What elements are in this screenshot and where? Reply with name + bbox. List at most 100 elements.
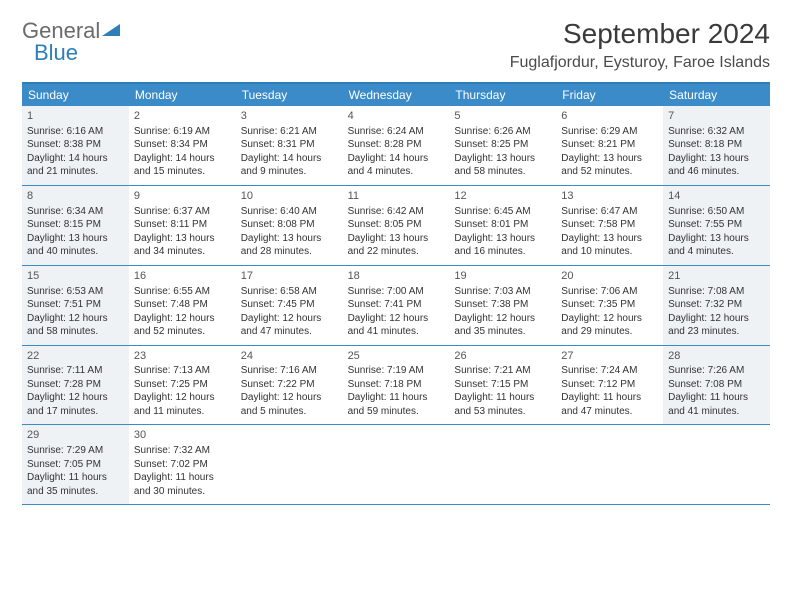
day-cell: 7Sunrise: 6:32 AMSunset: 8:18 PMDaylight… [663, 106, 770, 185]
day-cell: 26Sunrise: 7:21 AMSunset: 7:15 PMDayligh… [449, 346, 556, 425]
sunset-line: Sunset: 8:34 PM [134, 138, 231, 152]
day-number: 26 [454, 349, 551, 364]
day-label: Wednesday [343, 84, 450, 106]
daylight-line: Daylight: 12 hours and 35 minutes. [454, 312, 551, 339]
day-number: 28 [668, 349, 765, 364]
sunset-line: Sunset: 7:32 PM [668, 298, 765, 312]
daylight-line: Daylight: 11 hours and 59 minutes. [348, 391, 445, 418]
daylight-line: Daylight: 13 hours and 4 minutes. [668, 232, 765, 259]
day-cell: 19Sunrise: 7:03 AMSunset: 7:38 PMDayligh… [449, 266, 556, 345]
day-number: 4 [348, 109, 445, 124]
day-number: 18 [348, 269, 445, 284]
sunset-line: Sunset: 8:01 PM [454, 218, 551, 232]
week-row: 8Sunrise: 6:34 AMSunset: 8:15 PMDaylight… [22, 186, 770, 266]
day-cell: 28Sunrise: 7:26 AMSunset: 7:08 PMDayligh… [663, 346, 770, 425]
daylight-line: Daylight: 11 hours and 53 minutes. [454, 391, 551, 418]
day-label: Tuesday [236, 84, 343, 106]
sunrise-line: Sunrise: 7:29 AM [27, 444, 124, 458]
sunrise-line: Sunrise: 7:32 AM [134, 444, 231, 458]
sunset-line: Sunset: 8:25 PM [454, 138, 551, 152]
daylight-line: Daylight: 11 hours and 41 minutes. [668, 391, 765, 418]
sunrise-line: Sunrise: 7:26 AM [668, 364, 765, 378]
sunset-line: Sunset: 7:48 PM [134, 298, 231, 312]
sunrise-line: Sunrise: 6:21 AM [241, 125, 338, 139]
sunset-line: Sunset: 7:08 PM [668, 378, 765, 392]
day-number: 20 [561, 269, 658, 284]
day-label: Friday [556, 84, 663, 106]
daylight-line: Daylight: 13 hours and 40 minutes. [27, 232, 124, 259]
day-cell: 21Sunrise: 7:08 AMSunset: 7:32 PMDayligh… [663, 266, 770, 345]
day-number: 15 [27, 269, 124, 284]
daylight-line: Daylight: 14 hours and 4 minutes. [348, 152, 445, 179]
sunrise-line: Sunrise: 6:34 AM [27, 205, 124, 219]
day-cell: 20Sunrise: 7:06 AMSunset: 7:35 PMDayligh… [556, 266, 663, 345]
sunrise-line: Sunrise: 6:47 AM [561, 205, 658, 219]
day-number: 25 [348, 349, 445, 364]
day-number: 9 [134, 189, 231, 204]
day-number: 7 [668, 109, 765, 124]
daylight-line: Daylight: 12 hours and 29 minutes. [561, 312, 658, 339]
sunset-line: Sunset: 8:38 PM [27, 138, 124, 152]
day-label: Sunday [22, 84, 129, 106]
day-cell: 2Sunrise: 6:19 AMSunset: 8:34 PMDaylight… [129, 106, 236, 185]
day-number: 11 [348, 189, 445, 204]
day-number: 29 [27, 428, 124, 443]
sunset-line: Sunset: 7:51 PM [27, 298, 124, 312]
sunset-line: Sunset: 7:05 PM [27, 458, 124, 472]
day-cell [236, 425, 343, 504]
week-row: 22Sunrise: 7:11 AMSunset: 7:28 PMDayligh… [22, 346, 770, 426]
day-label: Saturday [663, 84, 770, 106]
sunset-line: Sunset: 7:41 PM [348, 298, 445, 312]
day-cell: 30Sunrise: 7:32 AMSunset: 7:02 PMDayligh… [129, 425, 236, 504]
day-cell: 5Sunrise: 6:26 AMSunset: 8:25 PMDaylight… [449, 106, 556, 185]
day-number: 22 [27, 349, 124, 364]
sunrise-line: Sunrise: 6:45 AM [454, 205, 551, 219]
sunrise-line: Sunrise: 6:32 AM [668, 125, 765, 139]
sunrise-line: Sunrise: 6:40 AM [241, 205, 338, 219]
day-number: 17 [241, 269, 338, 284]
sunset-line: Sunset: 7:28 PM [27, 378, 124, 392]
day-number: 3 [241, 109, 338, 124]
daylight-line: Daylight: 13 hours and 58 minutes. [454, 152, 551, 179]
day-cell: 25Sunrise: 7:19 AMSunset: 7:18 PMDayligh… [343, 346, 450, 425]
sunset-line: Sunset: 7:45 PM [241, 298, 338, 312]
sunrise-line: Sunrise: 7:06 AM [561, 285, 658, 299]
sunrise-line: Sunrise: 7:00 AM [348, 285, 445, 299]
sunrise-line: Sunrise: 6:50 AM [668, 205, 765, 219]
daylight-line: Daylight: 12 hours and 11 minutes. [134, 391, 231, 418]
day-cell: 14Sunrise: 6:50 AMSunset: 7:55 PMDayligh… [663, 186, 770, 265]
daylight-line: Daylight: 13 hours and 52 minutes. [561, 152, 658, 179]
header: General September 2024 Fuglafjordur, Eys… [22, 18, 770, 72]
sunset-line: Sunset: 7:38 PM [454, 298, 551, 312]
day-cell: 18Sunrise: 7:00 AMSunset: 7:41 PMDayligh… [343, 266, 450, 345]
sunrise-line: Sunrise: 6:29 AM [561, 125, 658, 139]
sunset-line: Sunset: 7:18 PM [348, 378, 445, 392]
day-cell: 16Sunrise: 6:55 AMSunset: 7:48 PMDayligh… [129, 266, 236, 345]
sunset-line: Sunset: 7:02 PM [134, 458, 231, 472]
day-number: 16 [134, 269, 231, 284]
day-number: 8 [27, 189, 124, 204]
sunset-line: Sunset: 7:12 PM [561, 378, 658, 392]
daylight-line: Daylight: 13 hours and 46 minutes. [668, 152, 765, 179]
daylight-line: Daylight: 12 hours and 47 minutes. [241, 312, 338, 339]
day-cell: 11Sunrise: 6:42 AMSunset: 8:05 PMDayligh… [343, 186, 450, 265]
sunrise-line: Sunrise: 7:19 AM [348, 364, 445, 378]
month-title: September 2024 [510, 18, 770, 50]
day-cell [556, 425, 663, 504]
logo-mark-icon [102, 16, 120, 42]
logo-text-2: Blue [34, 40, 78, 66]
sunset-line: Sunset: 7:55 PM [668, 218, 765, 232]
sunset-line: Sunset: 8:18 PM [668, 138, 765, 152]
week-row: 15Sunrise: 6:53 AMSunset: 7:51 PMDayligh… [22, 266, 770, 346]
sunset-line: Sunset: 8:08 PM [241, 218, 338, 232]
sunrise-line: Sunrise: 7:21 AM [454, 364, 551, 378]
sunrise-line: Sunrise: 6:37 AM [134, 205, 231, 219]
daylight-line: Daylight: 13 hours and 22 minutes. [348, 232, 445, 259]
sunset-line: Sunset: 8:31 PM [241, 138, 338, 152]
week-row: 29Sunrise: 7:29 AMSunset: 7:05 PMDayligh… [22, 425, 770, 505]
day-cell [449, 425, 556, 504]
sunset-line: Sunset: 7:15 PM [454, 378, 551, 392]
sunrise-line: Sunrise: 7:03 AM [454, 285, 551, 299]
day-cell: 4Sunrise: 6:24 AMSunset: 8:28 PMDaylight… [343, 106, 450, 185]
daylight-line: Daylight: 13 hours and 34 minutes. [134, 232, 231, 259]
